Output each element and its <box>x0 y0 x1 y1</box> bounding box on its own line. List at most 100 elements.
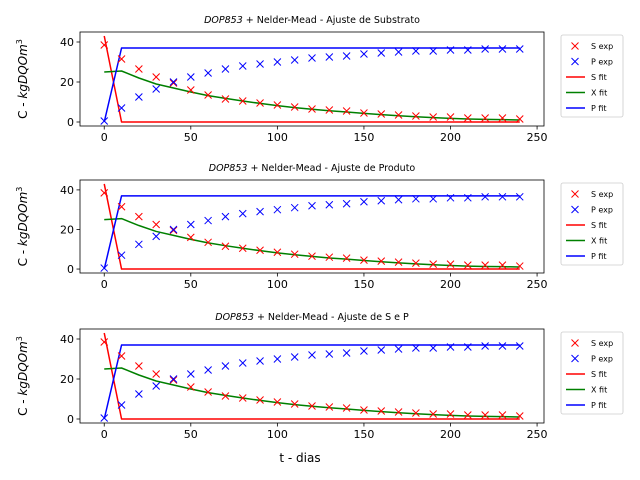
marker-p-exp <box>186 73 195 81</box>
marker-p-exp <box>256 207 264 216</box>
marker-s-exp <box>446 410 455 418</box>
marker-s-exp <box>394 111 403 119</box>
marker-s-exp <box>169 376 178 384</box>
marker-p-exp <box>481 192 489 201</box>
marker-p-exp <box>256 357 264 365</box>
marker-s-exp <box>256 99 264 107</box>
x-tick-label: 250 <box>527 278 548 291</box>
legend-box <box>560 331 624 415</box>
marker-p-exp <box>515 342 524 350</box>
x-tick-label: 150 <box>353 278 374 291</box>
marker-p-exp <box>238 209 247 218</box>
legend-label: X fit <box>591 89 607 98</box>
marker-s-exp <box>238 394 247 402</box>
marker-s-exp <box>463 411 472 419</box>
y-tick-label: 20 <box>60 373 74 386</box>
marker-p-exp <box>273 355 282 363</box>
x-tick-label: 50 <box>184 278 198 291</box>
legend-item: P exp <box>571 58 613 67</box>
marker-p-exp <box>498 192 507 201</box>
legend-label: P fit <box>591 104 607 113</box>
legend-item: P exp <box>571 355 613 364</box>
marker-s-exp <box>204 91 212 99</box>
marker-s-exp <box>221 95 230 103</box>
legend-item: S exp <box>571 339 613 348</box>
marker-s-exp <box>429 113 438 121</box>
subplot-2: DOP853 + Nelder-Mead - Ajuste de Produto… <box>15 163 624 291</box>
legend-item: S fit <box>566 370 607 379</box>
marker-p-exp <box>429 47 438 55</box>
marker-p-exp <box>152 85 161 93</box>
x-tick-label: 150 <box>353 131 374 144</box>
legend-label: S fit <box>591 370 607 379</box>
line-p-fit <box>103 47 520 123</box>
marker-s-exp <box>325 253 334 262</box>
legend-item: X fit <box>566 237 607 246</box>
legend-item: S fit <box>566 73 607 82</box>
marker-s-exp <box>515 412 524 420</box>
title-italic-part: DOP853 <box>215 312 254 323</box>
marker-p-exp <box>308 54 316 62</box>
marker-p-exp <box>100 117 109 125</box>
marker-p-exp <box>498 45 507 53</box>
marker-s-exp <box>204 238 212 247</box>
marker-p-exp <box>377 196 386 205</box>
marker-p-exp <box>342 199 351 208</box>
x-tick-label: 0 <box>101 428 108 441</box>
legend-item: P fit <box>566 104 607 113</box>
legend-label: S exp <box>591 42 613 51</box>
marker-s-exp <box>463 261 472 269</box>
line-p-fit <box>103 195 520 270</box>
legend-item: P fit <box>566 252 607 261</box>
title-rest: + Nelder-Mead - Ajuste de S e P <box>254 312 409 323</box>
marker-p-exp <box>412 47 420 55</box>
marker-p-exp <box>308 201 316 210</box>
marker-s-exp <box>498 261 507 269</box>
marker-s-exp <box>117 202 126 211</box>
marker-p-exp <box>152 232 161 241</box>
axes-frame <box>79 179 545 274</box>
x-tick-label: 200 <box>440 131 461 144</box>
marker-s-exp <box>152 220 161 229</box>
marker-p-exp <box>325 53 334 61</box>
marker-p-exp <box>169 225 178 234</box>
marker-p-exp <box>204 69 212 77</box>
marker-p-exp <box>463 343 472 351</box>
marker-s-exp <box>377 110 386 118</box>
marker-p-exp <box>429 344 438 352</box>
legend: S exp P exp S fit X fit P fit <box>560 331 624 415</box>
marker-s-exp <box>429 410 438 418</box>
subplot-1: DOP853 + Nelder-Mead - Ajuste de Substra… <box>15 15 624 144</box>
subplot-title: DOP853 + Nelder-Mead - Ajuste de S e P <box>215 312 409 323</box>
x-tick-label: 250 <box>527 428 548 441</box>
marker-s-exp <box>498 411 507 419</box>
marker-s-exp <box>325 403 334 411</box>
marker-p-exp <box>238 359 247 367</box>
marker-s-exp <box>429 260 438 268</box>
subplot-title: DOP853 + Nelder-Mead - Ajuste de Produto <box>209 163 416 174</box>
marker-s-exp <box>481 411 489 419</box>
marker-p-exp <box>204 216 212 225</box>
x-tick-label: 50 <box>184 428 198 441</box>
line-s-fit <box>103 35 520 123</box>
marker-p-exp <box>135 93 143 101</box>
plot-area <box>100 35 524 125</box>
marker-p-exp <box>290 56 299 64</box>
subplot-panels: DOP853 + Nelder-Mead - Ajuste de Substra… <box>15 15 624 441</box>
legend-label: S exp <box>591 190 613 199</box>
marker-s-exp <box>446 113 455 121</box>
legend-item: X fit <box>566 89 607 98</box>
marker-p-exp <box>377 346 386 354</box>
marker-p-exp <box>498 342 507 350</box>
axes-frame <box>79 328 545 424</box>
marker-s-exp <box>308 105 316 113</box>
marker-s-exp <box>221 242 230 251</box>
marker-p-exp <box>342 52 351 60</box>
marker-s-exp <box>135 212 143 221</box>
x-tick-label: 50 <box>184 131 198 144</box>
legend-label: P fit <box>591 252 607 261</box>
marker-p-exp <box>394 195 403 204</box>
marker-p-exp <box>135 390 143 398</box>
marker-s-exp <box>186 383 195 391</box>
marker-s-exp <box>100 189 109 197</box>
